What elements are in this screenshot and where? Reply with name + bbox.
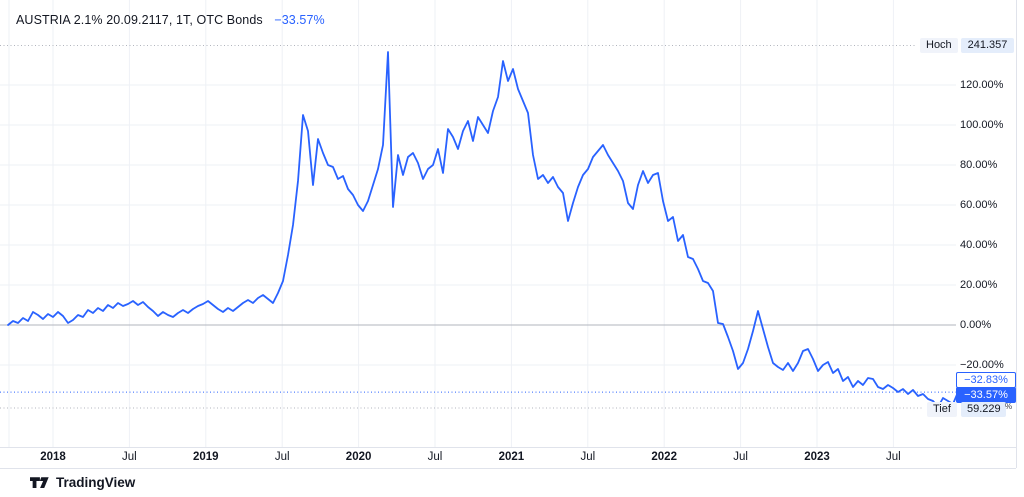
high-value-chip: 241.357: [961, 38, 1014, 53]
price-tick-label[interactable]: 0.00%: [960, 319, 992, 331]
time-tick-label[interactable]: 2021: [498, 451, 525, 463]
time-tick-label[interactable]: Jul: [427, 451, 443, 463]
brand-name: TradingView: [56, 475, 136, 490]
plot-area[interactable]: [0, 0, 1016, 447]
time-tick-label[interactable]: Jul: [886, 451, 901, 463]
price-line-series: [7, 51, 959, 408]
price-tick-label[interactable]: 80.00%: [960, 159, 998, 171]
tradingview-logo-link[interactable]: TradingView: [30, 475, 135, 490]
price-tick-label[interactable]: 20.00%: [960, 279, 998, 291]
symbol-title: AUSTRIA 2.1% 20.09.2117, 1T, OTC Bonds −…: [16, 13, 325, 27]
time-tick-label[interactable]: Jul: [274, 451, 290, 463]
symbol-change-percent: −33.57%: [274, 13, 325, 27]
tradingview-mark-icon: [30, 476, 49, 488]
price-tick-label[interactable]: −20.00%: [960, 359, 1004, 371]
time-tick-label[interactable]: 2022: [651, 451, 677, 463]
time-axis-separator: [0, 447, 1016, 448]
time-tick-label[interactable]: 2023: [804, 451, 830, 463]
chart-right-border: [1016, 0, 1017, 468]
low-value-chip: 59.229: [961, 402, 1006, 417]
last-price-badge: −33.57%: [956, 387, 1016, 403]
high-label-chip: Hoch: [920, 38, 958, 53]
percent-unit-glyph: %: [1005, 402, 1013, 411]
price-tick-label[interactable]: 60.00%: [960, 199, 998, 211]
secondary-price-badge: −32.83%: [956, 372, 1016, 388]
low-label-chip: Tief: [927, 402, 957, 417]
chart-bottom-border: [0, 468, 1016, 469]
time-tick-label[interactable]: Jul: [122, 451, 137, 463]
symbol-name: AUSTRIA 2.1% 20.09.2117, 1T, OTC Bonds: [16, 13, 263, 27]
time-tick-label[interactable]: Jul: [580, 451, 596, 463]
price-tick-label[interactable]: 100.00%: [960, 119, 1004, 131]
time-tick-label[interactable]: 2018: [40, 451, 66, 463]
price-tick-label[interactable]: 120.00%: [960, 79, 1004, 91]
price-tick-label[interactable]: 40.00%: [960, 239, 998, 251]
time-tick-label[interactable]: 2019: [193, 451, 219, 463]
time-tick-label[interactable]: Jul: [733, 451, 748, 463]
time-tick-label[interactable]: 2020: [345, 451, 372, 463]
